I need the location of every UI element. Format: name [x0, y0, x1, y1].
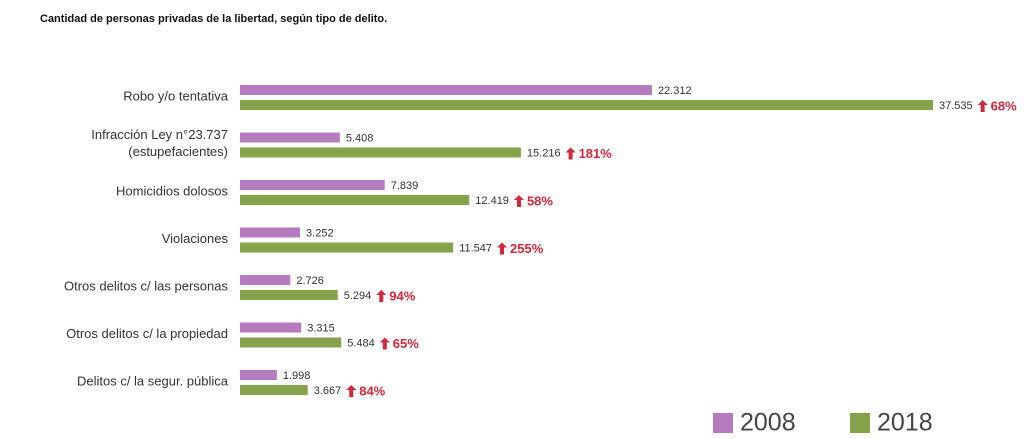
- value-label: 5.408: [346, 132, 374, 144]
- annotation: 94%: [389, 288, 415, 303]
- category-label: Violaciones: [162, 231, 229, 246]
- bar: [240, 100, 933, 110]
- arrow-icon: [379, 337, 390, 350]
- value-label: 3.315: [307, 322, 335, 334]
- category-label: Otros delitos c/ las personas: [64, 278, 229, 293]
- bar: [240, 322, 302, 333]
- bar: [240, 195, 470, 205]
- bar: [240, 180, 385, 190]
- value-label: 5.294: [344, 290, 372, 302]
- category-label: Infracción Ley n°23.737 (estupefacientes): [91, 127, 228, 159]
- bar: [240, 275, 291, 285]
- arrow-icon: [497, 242, 508, 255]
- value-label: 15.216: [527, 147, 561, 159]
- arrow-icon: [346, 385, 357, 397]
- value-label: 22.312: [658, 85, 692, 97]
- value-label: 11.547: [459, 242, 492, 254]
- annotation: 68%: [991, 98, 1017, 113]
- legend-swatch: [850, 413, 870, 433]
- value-label: 2.726: [296, 275, 324, 287]
- annotation: 255%: [510, 241, 544, 256]
- bar: [240, 370, 277, 380]
- value-label: 5.484: [347, 337, 375, 349]
- bar: [240, 385, 308, 395]
- legend-label: 2018: [877, 409, 933, 437]
- category-label: Otros delitos c/ la propiedad: [66, 326, 228, 341]
- arrow-icon: [565, 147, 576, 160]
- value-label: 3.252: [306, 227, 334, 239]
- bar: [240, 242, 454, 253]
- annotation: 58%: [527, 193, 553, 208]
- bar: [240, 227, 301, 238]
- value-label: 12.419: [475, 195, 509, 207]
- value-label: 37.535: [939, 100, 973, 112]
- legend-label: 2008: [740, 409, 796, 437]
- bar: [240, 290, 338, 300]
- arrow-icon: [376, 290, 387, 302]
- arrow-icon: [977, 100, 988, 112]
- annotation: 65%: [393, 336, 419, 351]
- bar: [240, 85, 652, 95]
- annotation: 181%: [579, 146, 613, 161]
- value-label: 3.667: [314, 385, 342, 397]
- category-label: Delitos c/ la segur. pública: [77, 373, 229, 388]
- category-label: Robo y/o tentativa: [123, 88, 229, 103]
- annotation: 84%: [359, 383, 385, 398]
- legend-swatch: [713, 413, 733, 433]
- value-label: 7.839: [391, 180, 419, 192]
- bar: [240, 337, 342, 348]
- bar: [240, 147, 521, 158]
- bar: [240, 132, 340, 143]
- value-label: 1.998: [283, 370, 311, 382]
- arrow-icon: [513, 195, 524, 207]
- chart-title: Cantidad de personas privadas de la libe…: [40, 13, 387, 25]
- category-label: Homicidios dolosos: [116, 183, 228, 198]
